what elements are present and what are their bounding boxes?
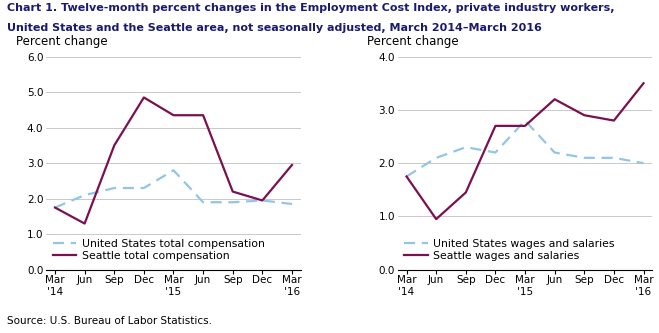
Text: Percent change: Percent change [16, 35, 107, 48]
Text: Percent change: Percent change [367, 35, 459, 48]
Legend: United States total compensation, Seattle total compensation: United States total compensation, Seattl… [48, 235, 269, 265]
Text: Source: U.S. Bureau of Labor Statistics.: Source: U.S. Bureau of Labor Statistics. [7, 316, 212, 326]
Text: Chart 1. Twelve-month percent changes in the Employment Cost Index, private indu: Chart 1. Twelve-month percent changes in… [7, 3, 614, 13]
Text: United States and the Seattle area, not seasonally adjusted, March 2014–March 20: United States and the Seattle area, not … [7, 23, 542, 33]
Legend: United States wages and salaries, Seattle wages and salaries: United States wages and salaries, Seattl… [400, 235, 619, 265]
